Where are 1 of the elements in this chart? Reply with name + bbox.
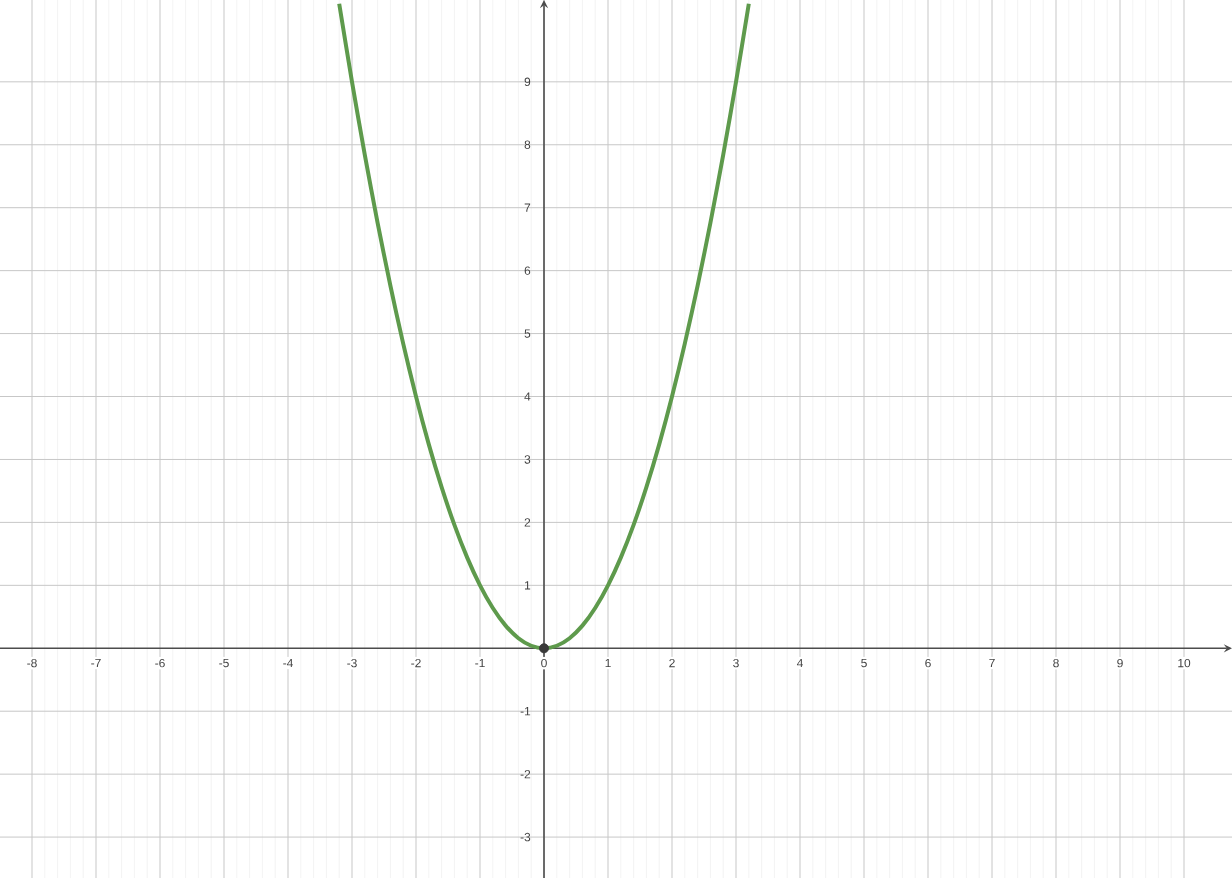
line-series: [337, 1, 751, 651]
